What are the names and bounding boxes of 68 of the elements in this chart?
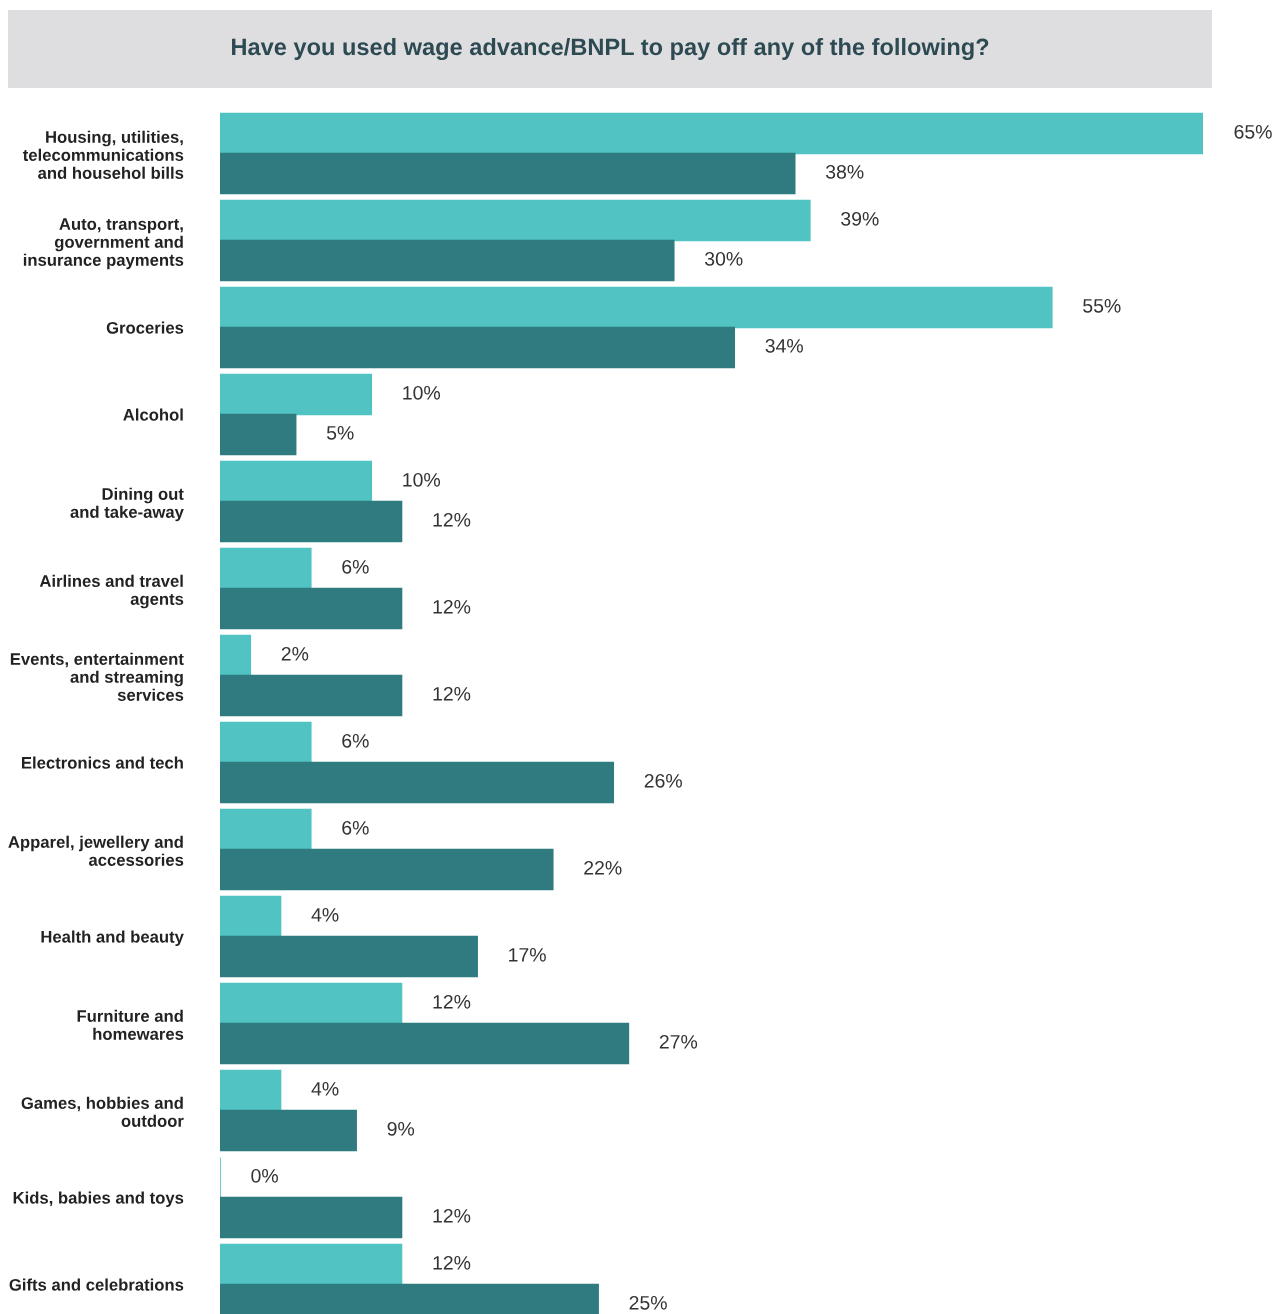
data-label: 25% — [629, 1295, 667, 1310]
bar — [220, 326, 736, 369]
y-tick-label: Dining out and take-away — [70, 487, 184, 522]
bar — [220, 808, 312, 851]
bar — [220, 1022, 630, 1065]
y-tick-label: Gifts and celebrations — [9, 1278, 184, 1291]
bar — [220, 239, 675, 282]
data-label: 12% — [433, 1208, 471, 1223]
data-label: 12% — [433, 1255, 471, 1270]
y-tick-label: Furniture and homewares — [77, 1009, 184, 1040]
data-label: 6% — [342, 820, 369, 835]
bar — [220, 373, 373, 416]
data-label: 17% — [509, 948, 546, 962]
chart-title: Have you used wage advance/BNPL to pay off any of the following? — [232, 37, 989, 61]
data-label: 30% — [704, 251, 743, 266]
y-tick-label: Events, entertainment and streaming services — [10, 652, 184, 701]
y-tick-label: Games, hobbies and outdoor — [21, 1096, 184, 1127]
bar — [220, 587, 403, 630]
bar — [220, 460, 373, 503]
data-label: 55% — [1083, 299, 1121, 313]
data-label: 10% — [403, 472, 441, 487]
data-label: 22% — [584, 860, 622, 875]
bar — [220, 848, 554, 891]
bar — [220, 500, 403, 543]
data-label: 65% — [1234, 124, 1272, 139]
bar — [220, 895, 282, 938]
bar — [220, 152, 796, 195]
data-label: 12% — [433, 686, 471, 701]
y-tick-label: Apparel, jewellery and accessories — [8, 835, 184, 866]
y-tick-label: Kids, babies and toys — [13, 1191, 184, 1207]
y-tick-label: Housing, utilities, telecommunications and househol bills — [22, 130, 184, 179]
data-label: 27% — [659, 1034, 698, 1049]
data-label: 38% — [825, 164, 864, 179]
bar — [220, 761, 615, 804]
bar — [220, 1069, 282, 1112]
bar — [220, 286, 1053, 329]
bar — [220, 1196, 403, 1239]
y-tick-label: Alcohol — [123, 408, 183, 421]
bar — [220, 547, 312, 590]
bar — [220, 674, 403, 717]
y-tick-label: Auto, transport, government and insurance payments — [23, 218, 184, 270]
bar — [220, 199, 811, 242]
data-label: 26% — [644, 773, 682, 788]
data-label: 2% — [281, 646, 309, 661]
bar — [220, 634, 252, 677]
bar — [220, 721, 312, 764]
y-tick-label: Electronics and tech — [22, 756, 183, 769]
bar — [220, 112, 1203, 155]
y-tick-label: Groceries — [106, 321, 184, 334]
bar — [220, 935, 478, 978]
data-label: 12% — [433, 599, 471, 614]
data-label: 12% — [433, 994, 471, 1009]
bar — [220, 982, 403, 1025]
y-tick-label: Airlines and travel agents — [39, 574, 184, 609]
bar — [220, 1109, 357, 1152]
data-label: 4% — [311, 908, 339, 922]
data-label: 6% — [342, 559, 369, 574]
data-label: 6% — [342, 733, 369, 748]
data-label: 0% — [251, 1168, 278, 1183]
data-label: 10% — [403, 385, 441, 400]
data-label: 39% — [841, 211, 879, 226]
y-tick-label: Health and beauty — [41, 930, 184, 946]
data-label: 12% — [433, 512, 471, 527]
data-label: 34% — [765, 338, 803, 353]
bar — [220, 413, 297, 456]
data-label: 9% — [387, 1121, 415, 1136]
data-label: 4% — [311, 1082, 339, 1096]
data-label: 5% — [326, 426, 354, 440]
